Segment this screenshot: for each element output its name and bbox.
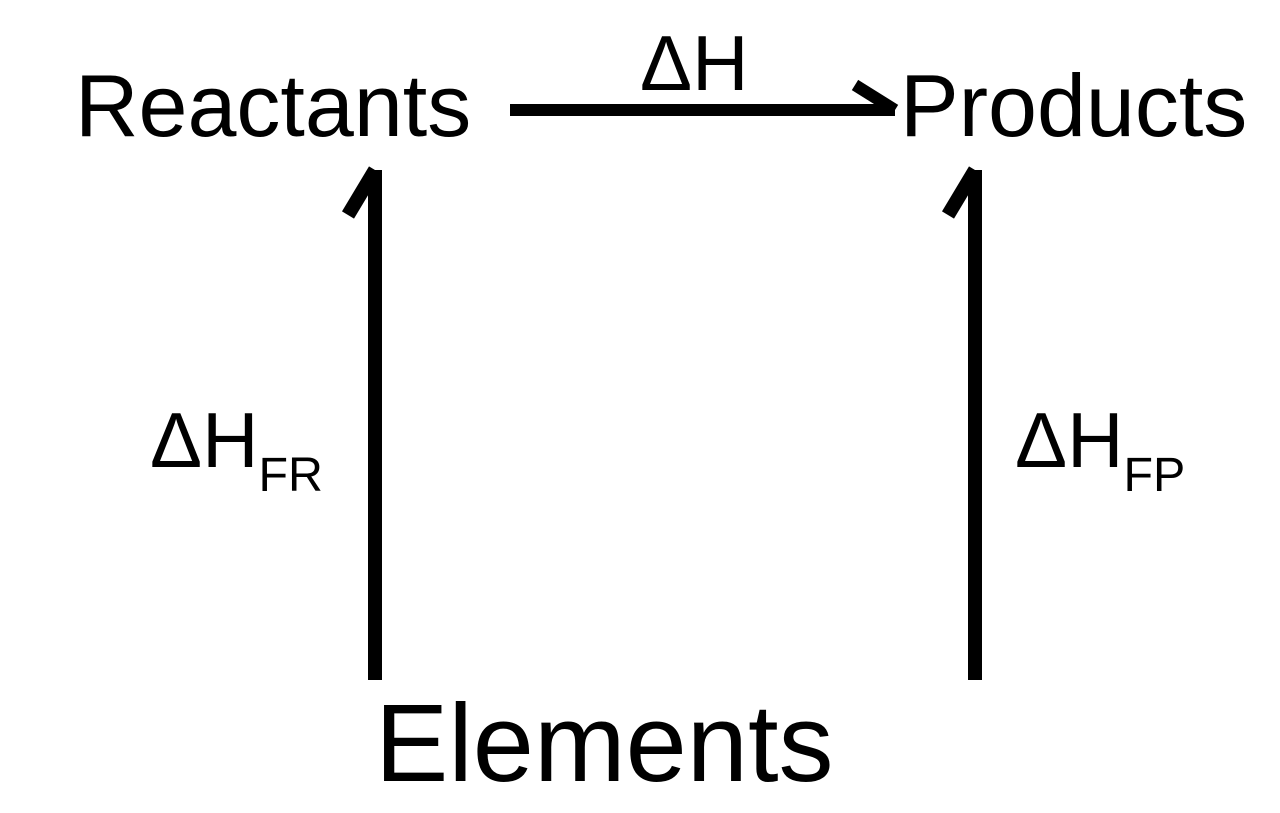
- edge-label-delta-h-fp: ΔHFP: [1015, 395, 1185, 496]
- edge-label-delta-h-fr-main: ΔH: [150, 396, 258, 484]
- edge-label-delta-h-fr-sub: FR: [258, 448, 322, 502]
- node-elements-label: Elements: [375, 682, 834, 805]
- edge-label-delta-h-fr: ΔHFR: [150, 395, 323, 496]
- arrow-elements-to-products: [948, 170, 975, 680]
- edge-label-delta-h-text: ΔH: [640, 19, 748, 107]
- node-reactants-label: Reactants: [75, 56, 471, 155]
- hess-law-diagram: Reactants Products Elements ΔH ΔHFR ΔHFP: [0, 0, 1280, 813]
- node-elements: Elements: [375, 680, 834, 807]
- edge-label-delta-h-fp-main: ΔH: [1015, 396, 1123, 484]
- arrow-elements-to-reactants: [348, 170, 375, 680]
- node-reactants: Reactants: [75, 55, 471, 157]
- edge-label-delta-h: ΔH: [640, 18, 748, 109]
- node-products-label: Products: [900, 56, 1247, 155]
- node-products: Products: [900, 55, 1247, 157]
- edge-label-delta-h-fp-sub: FP: [1123, 448, 1185, 502]
